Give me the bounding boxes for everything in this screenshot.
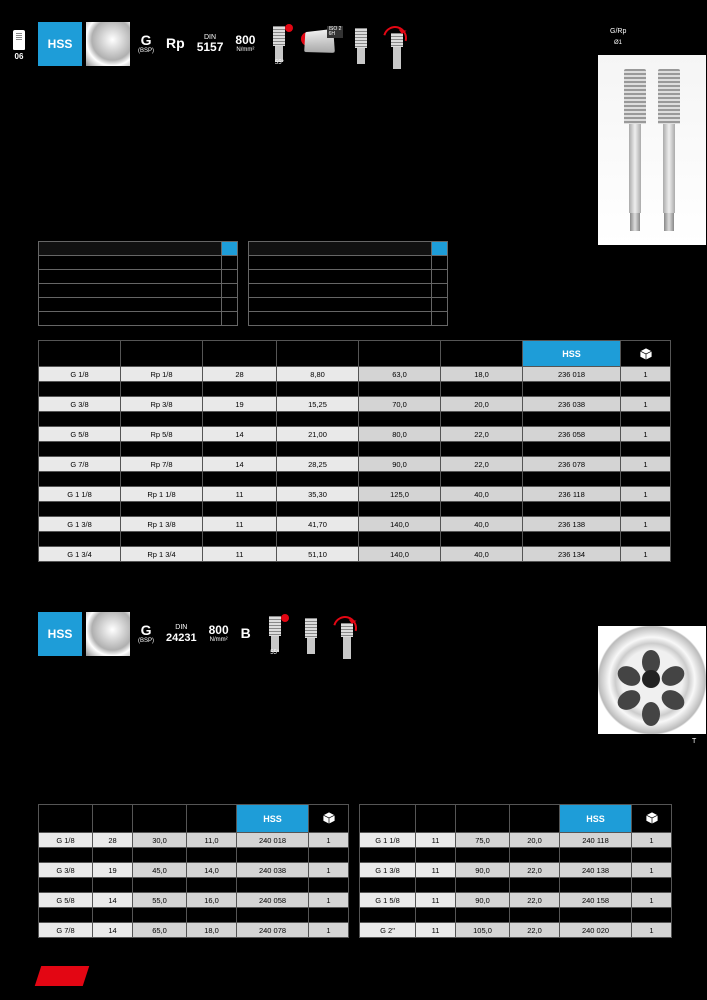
table-row: G 7/8Rp 7/81428,2590,022,0236 0781 [39,457,671,472]
col-hss: HSS [523,341,621,367]
col-hss: HSS [237,805,309,833]
material-icon [86,612,130,656]
dim-label-d1: Ø1 [614,40,622,46]
material-icon [86,22,130,66]
table-row: G 1 3/4Rp 1 3/41151,10140,040,0236 1341 [39,547,671,562]
table-row: G 5/8Rp 5/81421,0080,022,0236 0581 [39,427,671,442]
tap-icon [13,30,25,50]
table-row: G 1 3/81190,022,0240 1381 [360,863,672,878]
hss-badge: HSS [38,612,82,656]
dim-t: T [692,738,696,745]
din-badge: DIN 5157 [193,22,228,66]
collet-icon: 4 ISO 26H [299,22,341,66]
thread-angle-icon: 55° [259,612,291,656]
table-row: G 5/81455,016,0240 0581 [39,893,349,908]
iso-tag: ISO 26H [327,26,344,38]
param-table-left [38,241,238,326]
col-package-icon [309,805,349,833]
die-product-image [598,626,706,734]
rotation-icon [381,22,413,66]
section1-header: HSS G (BSP) Rp DIN 5157 800 N/mm² 55° 4 … [38,22,670,66]
page-number: 06 [8,30,30,61]
table-row: G 1 1/8Rp 1 1/81135,30125,040,0236 1181 [39,487,671,502]
rp-badge: Rp [162,22,189,66]
table-row: G 1/82830,011,0240 0181 [39,833,349,848]
table-row: G 7/81465,018,0240 0781 [39,923,349,938]
din-badge: DIN 24231 [162,612,201,656]
table-row: G 1/8Rp 1/8288,8063,018,0236 0181 [39,367,671,382]
section2-table-right: HSS G 1 1/81175,020,0240 1181 G 1 3/81190… [359,804,672,938]
table-row: G 3/8Rp 3/81915,2570,020,0236 0381 [39,397,671,412]
hss-badge: HSS [38,22,82,66]
thread-angle-icon: 55° [263,22,295,66]
screw-icon [345,22,377,66]
table-row: G 2"11105,022,0240 0201 [360,923,672,938]
section2-header: HSS G (BSP) DIN 24231 800 N/mm² B 55° [38,612,670,656]
taps-product-image [598,55,706,245]
letter-badge: B [237,612,255,656]
col-package-icon [621,341,671,367]
section1-data-table: HSS G 1/8Rp 1/8288,8063,018,0236 0181 G 3… [38,340,671,562]
dim-label-top: G/Rp [610,28,626,35]
param-table-right [248,241,448,326]
screw-icon [295,612,327,656]
table-row: G 1 5/81190,022,0240 1581 [360,893,672,908]
table-row: G 1 3/8Rp 1 3/81141,70140,040,0236 1381 [39,517,671,532]
brand-logo [38,966,86,986]
col-hss: HSS [560,805,632,833]
rotation-icon [331,612,363,656]
col-package-icon [632,805,672,833]
strength-badge: 800 N/mm² [205,612,233,656]
strength-badge: 800 N/mm² [231,22,259,66]
thread-type-badge: G (BSP) [134,22,158,66]
section2-table-left: HSS G 1/82830,011,0240 0181 G 3/81945,014… [38,804,349,938]
table-row: G 3/81945,014,0240 0381 [39,863,349,878]
table-row: G 1 1/81175,020,0240 1181 [360,833,672,848]
thread-type-badge: G (BSP) [134,612,158,656]
material-param-tables [38,241,670,326]
